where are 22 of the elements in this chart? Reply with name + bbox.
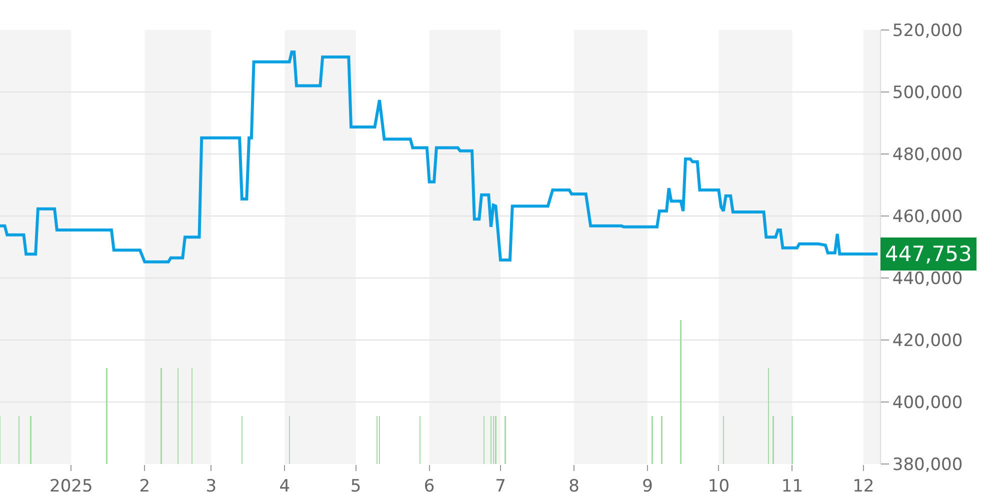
x-tick-label: 5 <box>350 476 362 496</box>
x-tick-label: 11 <box>781 476 804 496</box>
y-tick-label: 500,000 <box>892 82 963 103</box>
x-tick-label: 7 <box>495 476 506 496</box>
line-series <box>0 50 880 264</box>
x-tick-label: 3 <box>206 476 217 496</box>
x-tick-label: 12 <box>852 476 874 496</box>
x-tick-label: 4 <box>279 476 290 496</box>
y-tick-label: 400,000 <box>892 392 963 413</box>
annotation: 447,753 <box>885 242 972 266</box>
y-tick-label: 440,000 <box>892 268 963 289</box>
x-tick-label: 8 <box>568 476 580 496</box>
x-tick-label: 2025 <box>50 476 93 496</box>
y-tick-label: 480,000 <box>892 144 963 165</box>
x-tick-label: 6 <box>424 476 435 496</box>
x-tick-label: 10 <box>708 476 730 496</box>
x-tick-label: 9 <box>642 476 653 496</box>
x-tick-label: 2 <box>139 476 150 496</box>
y-tick-label: 460,000 <box>892 206 963 227</box>
y-tick-label: 420,000 <box>892 330 963 351</box>
y-tick-label: 380,000 <box>892 454 963 475</box>
y-tick-label: 520,000 <box>892 20 963 41</box>
